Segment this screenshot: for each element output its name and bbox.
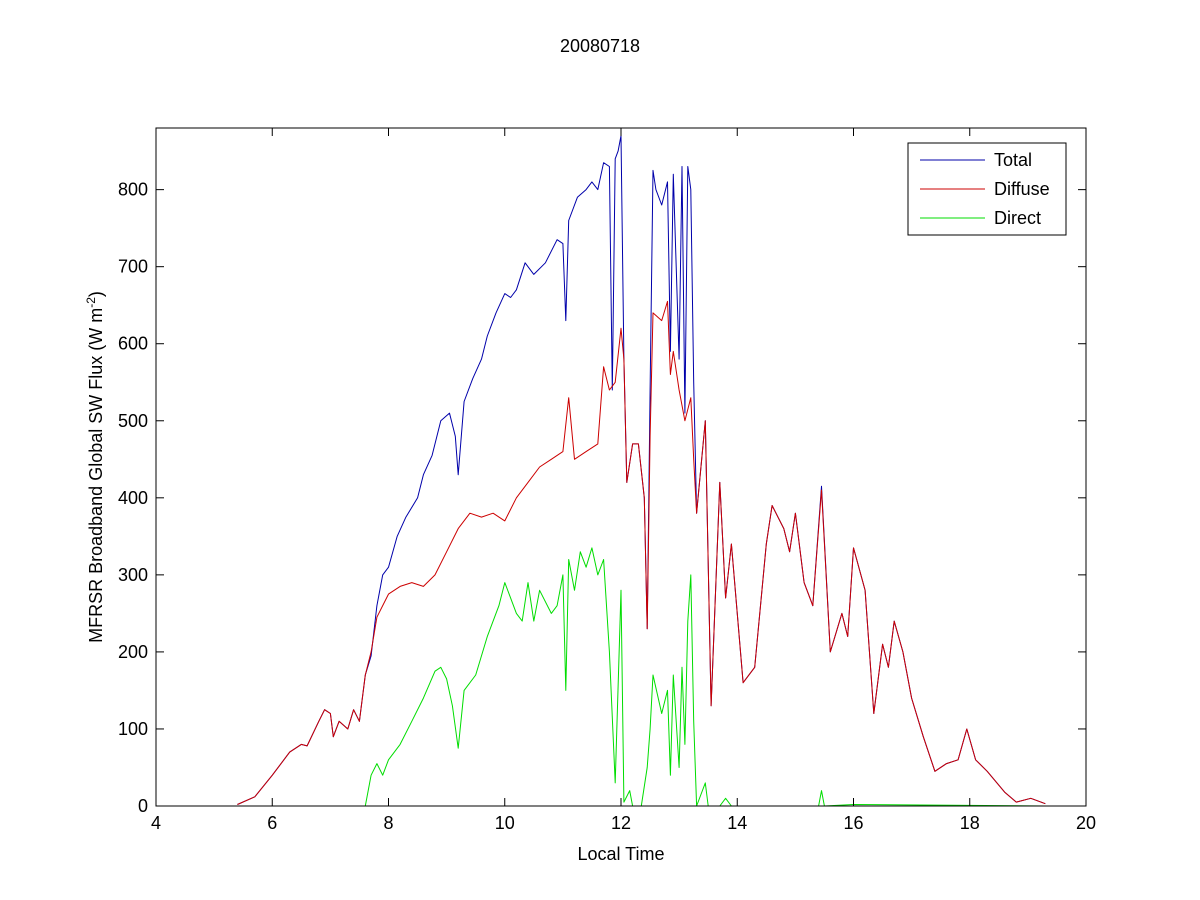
legend-label-direct: Direct — [994, 208, 1041, 228]
x-tick-label: 6 — [267, 813, 277, 833]
y-axis-label: MFRSR Broadband Global SW Flux (W m-2) — [84, 291, 106, 643]
x-tick-label: 16 — [843, 813, 863, 833]
x-tick-label: 18 — [960, 813, 980, 833]
y-tick-label: 700 — [118, 257, 148, 277]
x-tick-label: 4 — [151, 813, 161, 833]
legend: Total Diffuse Direct — [907, 142, 1067, 236]
legend-label-diffuse: Diffuse — [994, 179, 1050, 199]
y-tick-label: 400 — [118, 488, 148, 508]
y-axis-label-main: MFRSR Broadband Global SW Flux (W m — [86, 308, 106, 643]
legend-label-total: Total — [994, 150, 1032, 170]
x-tick-label: 12 — [611, 813, 631, 833]
y-tick-label: 300 — [118, 565, 148, 585]
x-tick-label: 20 — [1076, 813, 1096, 833]
series-layer — [237, 135, 1046, 807]
y-axis-label-superscript: -2 — [84, 297, 98, 308]
series-line-direct — [237, 547, 1046, 807]
x-tick-label: 14 — [727, 813, 747, 833]
x-tick-label: 8 — [383, 813, 393, 833]
y-tick-label: 0 — [138, 796, 148, 816]
x-axis-label: Local Time — [577, 844, 664, 864]
series-line-diffuse — [237, 300, 1046, 805]
y-tick-label: 200 — [118, 642, 148, 662]
y-tick-label: 800 — [118, 180, 148, 200]
y-tick-label: 100 — [118, 719, 148, 739]
chart-title: 20080718 — [560, 36, 640, 56]
y-axis-label-close: ) — [86, 291, 106, 297]
y-tick-label: 500 — [118, 411, 148, 431]
x-tick-label: 10 — [495, 813, 515, 833]
y-tick-label: 600 — [118, 334, 148, 354]
